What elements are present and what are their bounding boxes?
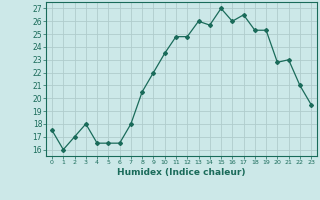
X-axis label: Humidex (Indice chaleur): Humidex (Indice chaleur) [117, 168, 246, 177]
